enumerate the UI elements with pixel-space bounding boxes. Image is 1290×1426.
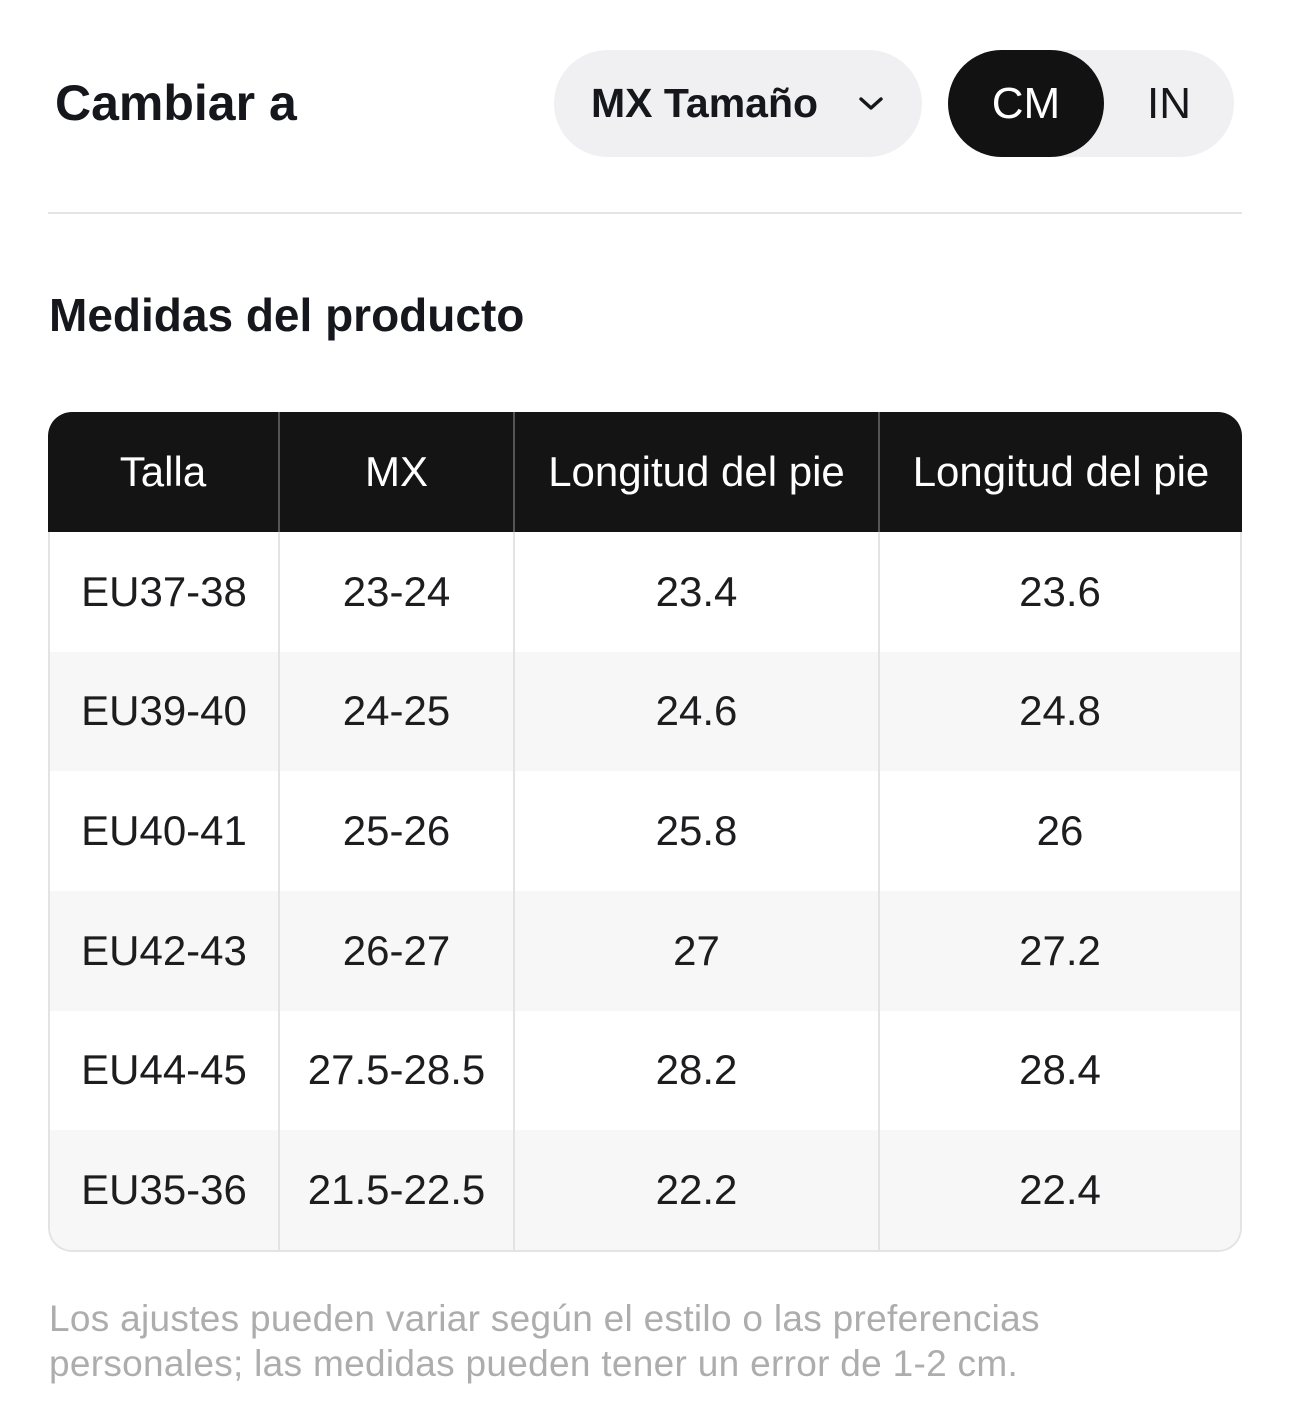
table-cell-foot-length: 22.4: [878, 1130, 1240, 1250]
switch-label: Cambiar a: [55, 75, 297, 131]
table-cell-mx: 25-26: [278, 771, 513, 891]
table-cell-foot-length: 28.4: [878, 1010, 1240, 1131]
table-row: EU42-43 26-27 27 27.2: [50, 890, 1240, 1011]
table-cell-mx: 26-27: [278, 890, 513, 1011]
table-cell-foot-length: 23.4: [513, 532, 878, 652]
table-cell-talla: EU35-36: [81, 1166, 247, 1214]
unit-option-in[interactable]: IN: [1147, 78, 1191, 128]
table-cell-foot-length: 25.8: [513, 771, 878, 891]
table-cell-mx: 27.5-28.5: [278, 1010, 513, 1131]
size-system-value: MX Tamaño: [591, 80, 819, 126]
table-body: EU37-38 23-24 23.4 23.6 EU39-40 24-25 24…: [48, 532, 1242, 1252]
column-header-foot-length: Longitud del pie: [513, 412, 878, 532]
unit-toggle: CM IN: [948, 50, 1234, 157]
size-system-dropdown[interactable]: MX Tamaño: [554, 50, 922, 157]
table-cell-talla: EU39-40: [81, 687, 247, 735]
size-table: Talla MX Longitud del pie Longitud del p…: [48, 412, 1242, 1252]
divider: [48, 212, 1242, 214]
table-cell-talla: EU42-43: [81, 926, 247, 974]
table-row: EU37-38 23-24 23.4 23.6: [50, 532, 1240, 652]
column-header-mx: MX: [278, 412, 513, 532]
section-title: Medidas del producto: [49, 289, 525, 341]
table-cell-foot-length: 27: [513, 890, 878, 1011]
table-cell-foot-length: 22.2: [513, 1130, 878, 1250]
table-row: EU44-45 27.5-28.5 28.2 28.4: [50, 1010, 1240, 1131]
table-cell-foot-length: 28.2: [513, 1010, 878, 1131]
column-header-foot-length: Longitud del pie: [878, 412, 1242, 532]
table-cell-foot-length: 23.6: [878, 532, 1240, 652]
table-cell-foot-length: 27.2: [878, 890, 1240, 1011]
table-row: EU40-41 25-26 25.8 26: [50, 771, 1240, 891]
table-cell-talla: EU37-38: [81, 567, 247, 615]
table-cell-talla: EU40-41: [81, 807, 247, 855]
table-cell-mx: 23-24: [278, 532, 513, 652]
table-header-row: Talla MX Longitud del pie Longitud del p…: [48, 412, 1242, 532]
table-cell-mx: 24-25: [278, 651, 513, 772]
size-conversion-bar: Cambiar a MX Tamaño CM IN: [0, 50, 1290, 157]
table-cell-mx: 21.5-22.5: [278, 1130, 513, 1250]
table-cell-foot-length: 24.6: [513, 651, 878, 772]
chevron-down-icon: [858, 96, 884, 112]
table-cell-talla: EU44-45: [81, 1046, 247, 1094]
fit-disclaimer-note: Los ajustes pueden variar según el estil…: [49, 1298, 1040, 1384]
table-row: EU39-40 24-25 24.6 24.8: [50, 651, 1240, 772]
table-row: EU35-36 21.5-22.5 22.2 22.4: [50, 1130, 1240, 1250]
unit-option-cm[interactable]: CM: [948, 50, 1104, 157]
column-header-talla: Talla: [119, 448, 207, 495]
table-cell-foot-length: 24.8: [878, 651, 1240, 772]
table-cell-foot-length: 26: [878, 771, 1240, 891]
